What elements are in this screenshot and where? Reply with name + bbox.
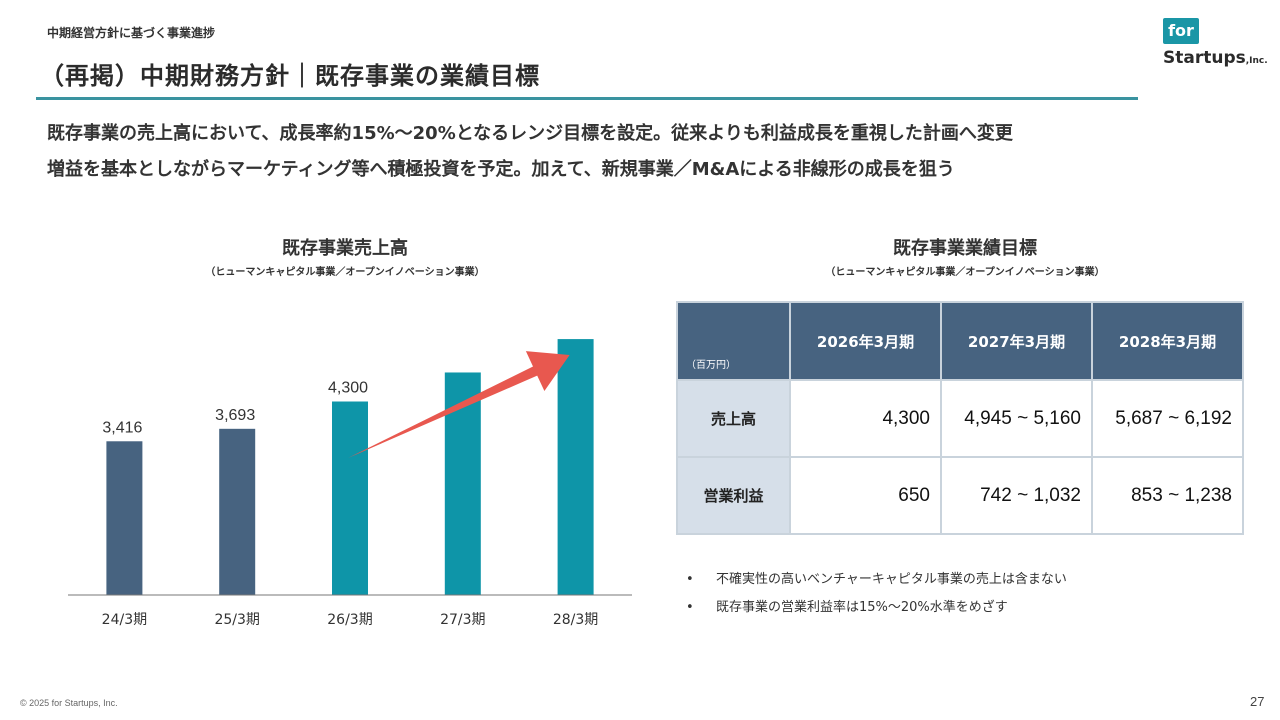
x-tick-label: 28/3期 [553,612,598,628]
column-header: 2027年3月期 [940,301,1093,381]
revenue-bar-chart: 3,416 24/3期 3,693 25/3期 4,300 26/3期 27/3期 28/3期 [68,339,632,628]
column-header: 2028年3月期 [1091,301,1244,381]
chart-title: 既存事業売上高 [282,238,408,259]
chart-bar [332,401,368,595]
table-cell: 4,300 [789,379,942,458]
bullet-icon: • [686,572,694,587]
table-subtitle: （ヒューマンキャピタル事業／オープンイノベーション事業） [825,267,1105,278]
row-header: 売上高 [676,379,791,458]
bullet-icon: • [686,600,694,615]
table-cell: 5,687 ~ 6,192 [1091,379,1244,458]
lead-line-2: 増益を基本としながらマーケティング等へ積極投資を予定。加えて、新規事業／M&Aに… [47,159,955,180]
chart-bar [106,441,143,595]
x-tick-label: 25/3期 [214,612,259,628]
x-tick-label: 24/3期 [102,612,147,628]
page-number: 27 [1250,694,1265,709]
notes-list: • 不確実性の高いベンチャーキャピタル事業の売上は含まない • 既存事業の営業利益率… [686,566,1067,622]
note-text: 不確実性の高いベンチャーキャピタル事業の売上は含まない [716,572,1067,587]
table-cell: 4,945 ~ 5,160 [940,379,1093,458]
logo-word-text: Startups [1163,48,1246,68]
breadcrumb: 中期経営方針に基づく事業進捗 [47,26,216,40]
note-item: • 既存事業の営業利益率は15%～20%水準をめざす [686,594,1067,622]
table-cell: 853 ~ 1,238 [1091,456,1244,535]
table-cell: 650 [789,456,942,535]
bar-data-label: 3,693 [215,407,255,424]
table-title: 既存事業業績目標 [893,238,1037,259]
bar-data-label: 4,300 [328,380,368,397]
company-logo: for Startups,Inc. [1163,18,1273,70]
title-divider [36,97,1138,100]
bar-data-label: 3,416 [102,419,142,436]
lead-text: 既存事業の売上高において、成長率約15%～20%となるレンジ目標を設定。従来より… [47,116,1013,188]
table-cell: 742 ~ 1,032 [940,456,1093,535]
logo-inc-text: ,Inc. [1245,56,1268,66]
table-row-operating-profit: 営業利益 650 742 ~ 1,032 853 ~ 1,238 [676,456,1244,535]
performance-target-table: （百万円） 2026年3月期 2027年3月期 2028年3月期 売上高 4,3… [676,301,1244,535]
row-header: 営業利益 [676,456,791,535]
x-tick-label: 26/3期 [327,612,372,628]
copyright: © 2025 for Startups, Inc. [20,698,118,708]
x-tick-label: 27/3期 [440,612,485,628]
table-row-revenue: 売上高 4,300 4,945 ~ 5,160 5,687 ~ 6,192 [676,379,1244,458]
logo-mark: for [1163,18,1199,44]
table-header-row: （百万円） 2026年3月期 2027年3月期 2028年3月期 [676,301,1244,381]
note-item: • 不確実性の高いベンチャーキャピタル事業の売上は含まない [686,566,1067,594]
unit-label: （百万円） [676,301,791,381]
page-title: （再掲）中期財務方針｜既存事業の業績目標 [40,62,540,90]
chart-subtitle: （ヒューマンキャピタル事業／オープンイノベーション事業） [205,267,485,278]
lead-line-1: 既存事業の売上高において、成長率約15%～20%となるレンジ目標を設定。従来より… [47,123,1013,144]
logo-wordmark: Startups,Inc. [1163,48,1268,68]
column-header: 2026年3月期 [789,301,942,381]
growth-arrow-icon [348,351,570,458]
note-text: 既存事業の営業利益率は15%～20%水準をめざす [716,600,1008,615]
chart-bar [219,428,256,595]
chart-bar [557,339,594,595]
